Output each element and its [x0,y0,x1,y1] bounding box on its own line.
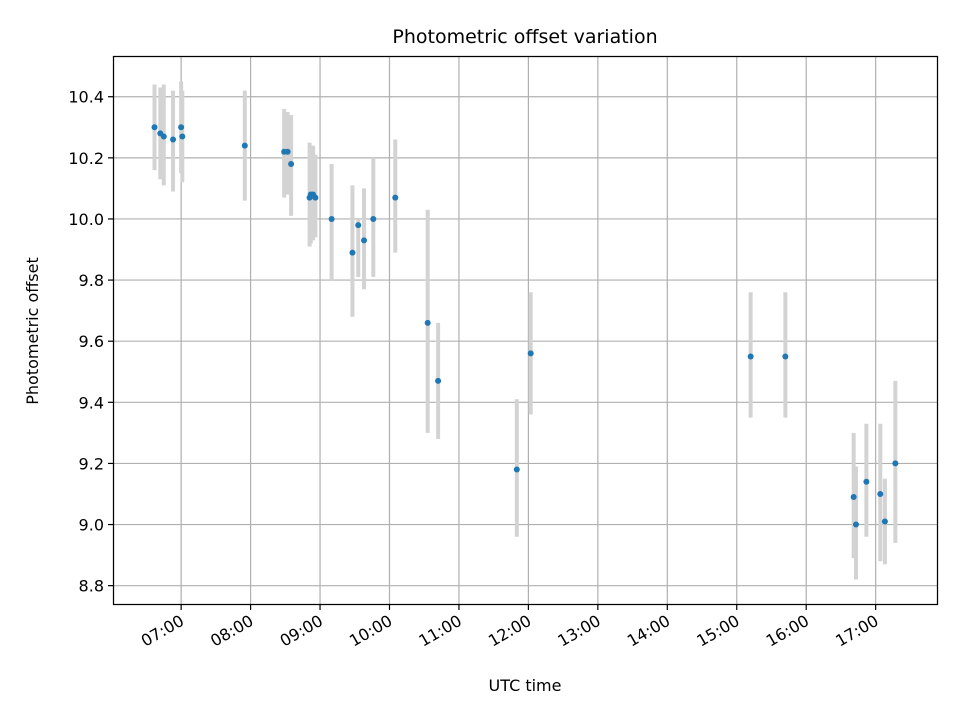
y-axis: 8.8 9.0 9.2 9.4 9.6 9.8 10.0 10.2 10.4 [68,88,114,596]
data-point [747,353,754,360]
data-points [151,124,899,528]
data-point [863,478,870,485]
data-point [370,215,377,222]
y-tick-label: 10.4 [68,88,104,107]
grid [114,57,937,604]
chart-title: Photometric offset variation [392,26,657,48]
data-point [877,490,884,497]
data-point [284,148,291,155]
data-point [241,142,248,149]
plot-area-frame [112,55,939,606]
data-point [424,319,431,326]
data-point [435,377,442,384]
data-point [170,136,177,143]
data-point [513,466,520,473]
data-point [328,215,335,222]
data-point [160,133,167,140]
data-point [288,160,295,167]
y-tick-label: 9.4 [79,393,104,412]
y-tick-label: 10.0 [68,210,104,229]
data-point [392,194,399,201]
data-point [527,350,534,357]
y-tick-label: 9.6 [79,332,104,351]
data-point [349,249,356,256]
data-point [852,521,859,528]
data-point [355,222,362,229]
y-axis-label: Photometric offset [23,257,42,405]
data-point [151,124,158,131]
y-tick-label: 10.2 [68,149,104,168]
data-point [178,124,185,131]
y-tick-label: 9.2 [79,454,104,473]
y-tick-label: 8.8 [79,577,104,596]
y-tick-label: 9.8 [79,271,104,290]
data-point [361,237,368,244]
data-point [179,133,186,140]
data-point [892,460,899,467]
x-axis-label: UTC time [489,676,562,695]
data-point [312,194,319,201]
data-point [881,518,888,525]
data-point [850,494,857,501]
data-point [782,353,789,360]
y-tick-label: 9.0 [79,516,104,535]
